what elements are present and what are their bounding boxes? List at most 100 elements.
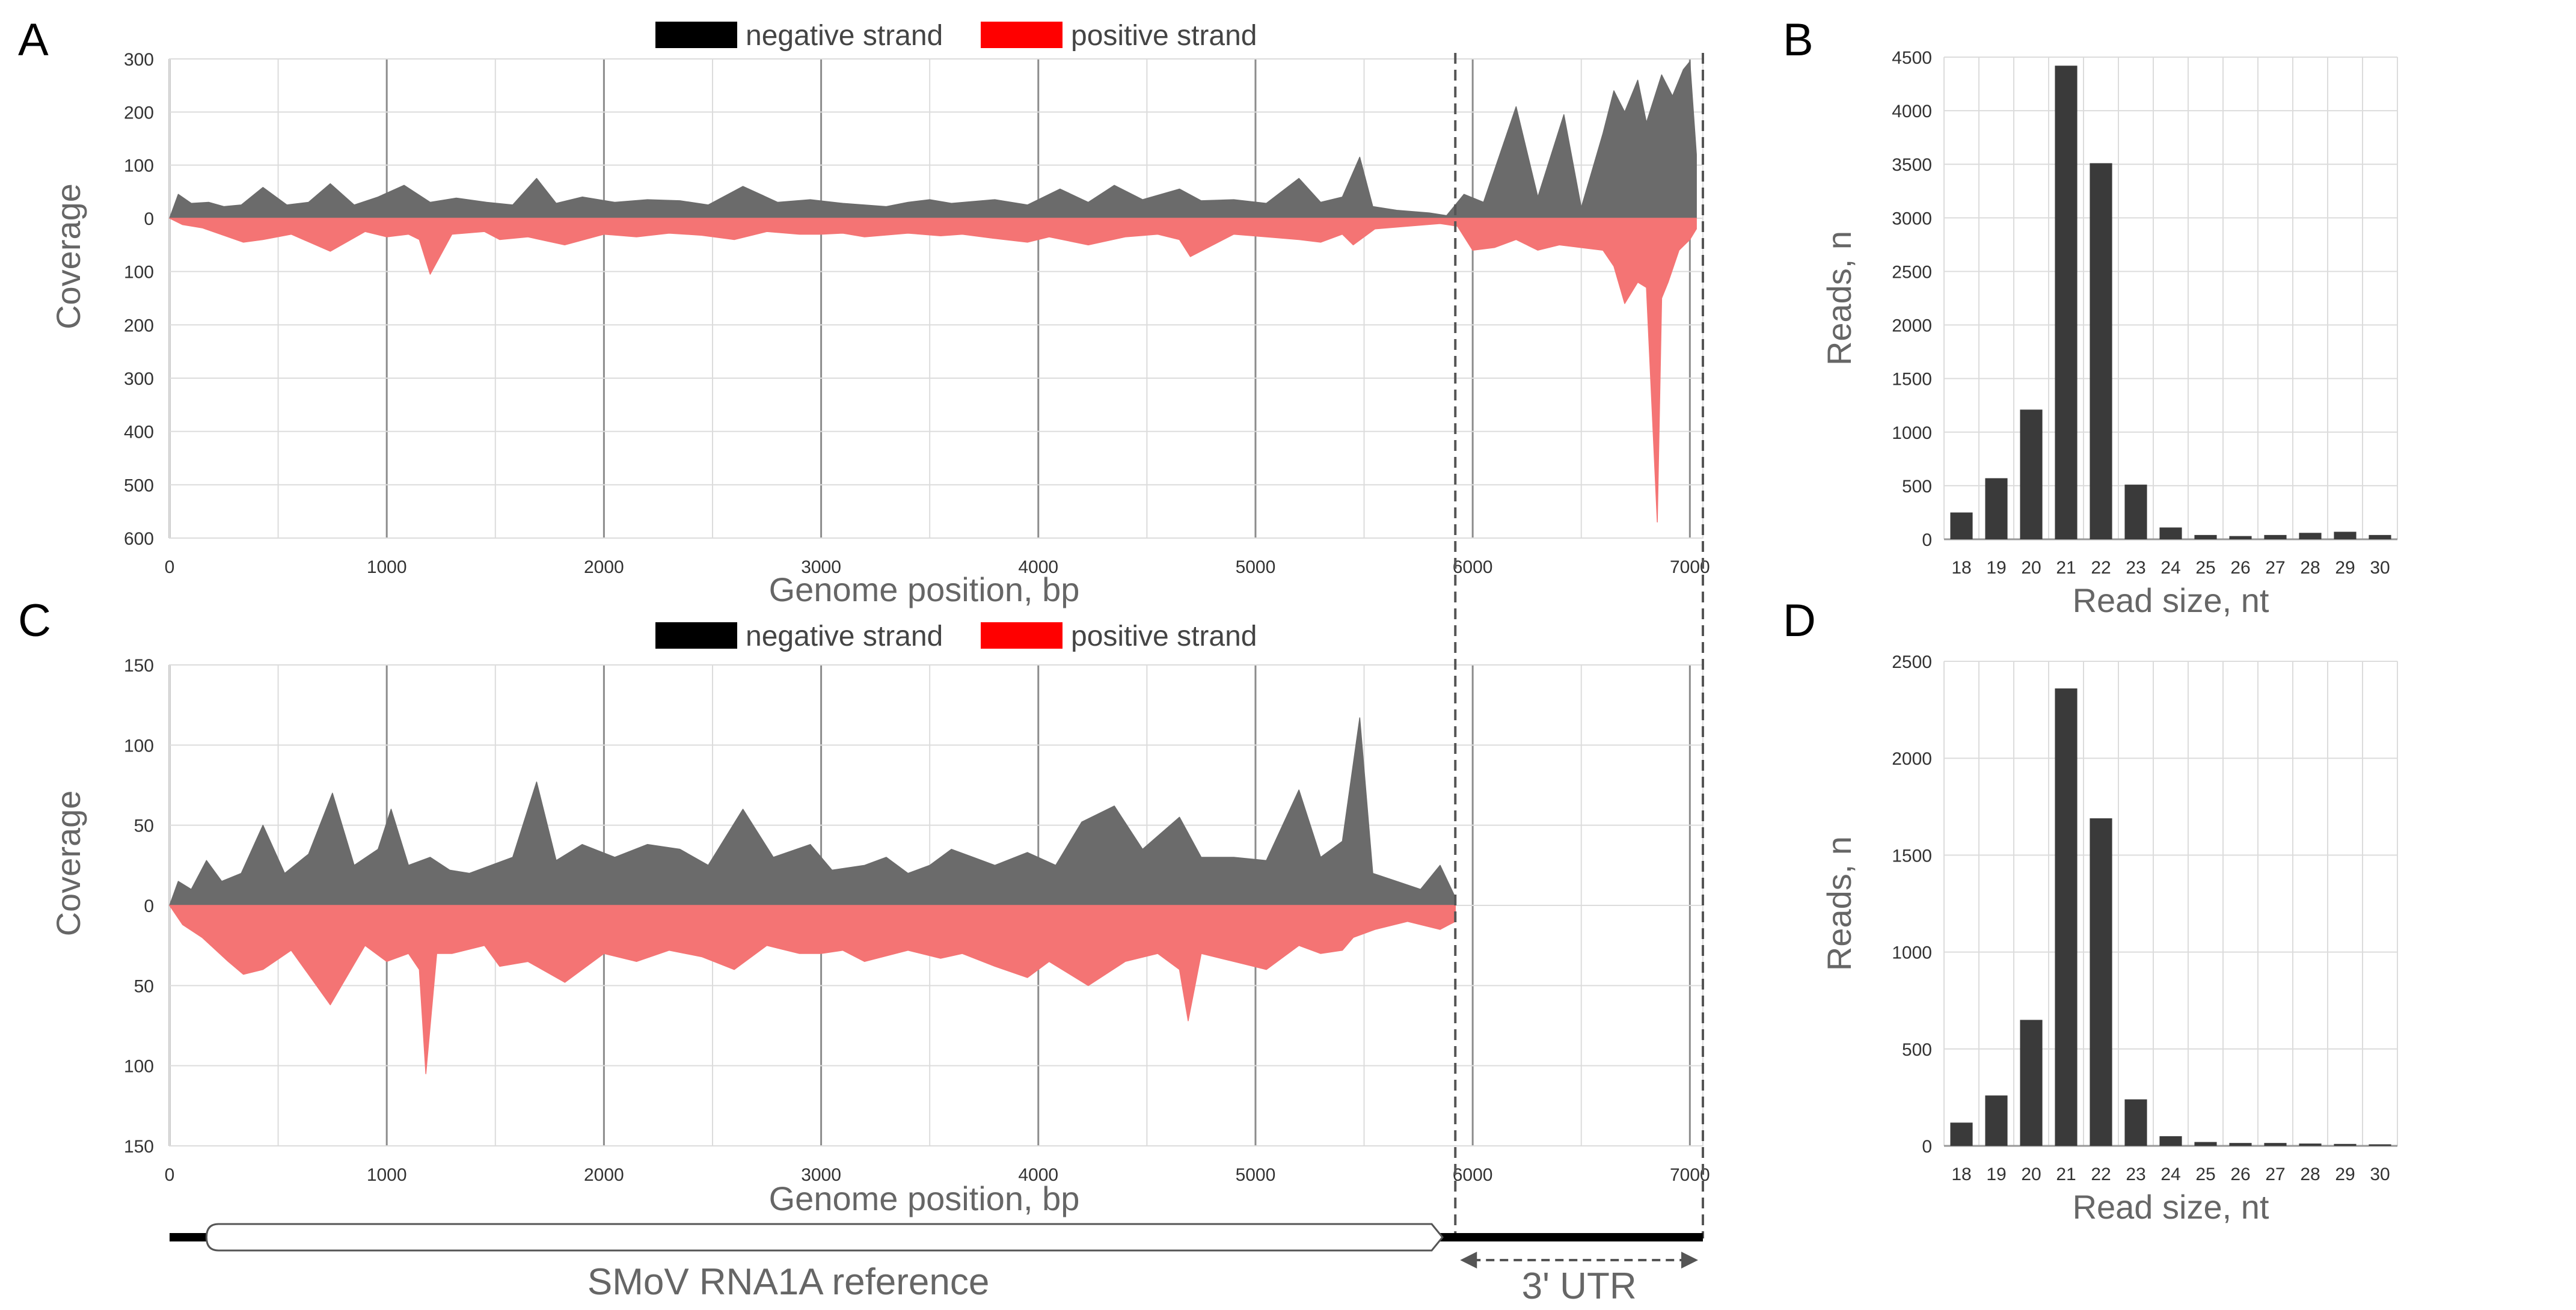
x-tick-label: 29	[2335, 1165, 2355, 1184]
y-tick-label: 3500	[1892, 155, 1932, 175]
x-tick-label: 26	[2230, 1165, 2250, 1184]
y-tick-label: 100	[124, 736, 154, 756]
x-tick-label: 30	[2370, 558, 2390, 578]
y-tick-label: 200	[124, 316, 154, 335]
y-tick-label: 600	[124, 529, 154, 549]
y-tick-label: 4000	[1892, 102, 1932, 121]
y-tick-label: 0	[144, 209, 154, 229]
x-axis-title: Read size, nt	[2073, 581, 2269, 619]
x-tick-label: 6000	[1453, 557, 1493, 577]
x-tick-label: 1000	[367, 1165, 407, 1185]
x-tick-label: 5000	[1236, 557, 1276, 577]
y-tick-label: 4500	[1892, 48, 1932, 68]
x-tick-label: 23	[2126, 1165, 2145, 1184]
x-tick-label: 20	[2021, 1165, 2041, 1184]
y-tick-label: 2500	[1892, 652, 1932, 672]
negative-strand-area	[169, 717, 1456, 906]
bar	[2159, 1136, 2182, 1146]
y-tick-label: 100	[124, 1057, 154, 1077]
y-tick-label: 0	[1922, 1137, 1932, 1157]
y-tick-label: 300	[124, 369, 154, 389]
x-tick-label: 25	[2195, 558, 2215, 578]
legend-swatch-positive	[981, 22, 1063, 48]
bar	[2194, 1142, 2217, 1146]
bar	[2369, 534, 2391, 539]
legend-swatch-negative	[655, 622, 737, 649]
x-tick-label: 5000	[1236, 1165, 1276, 1185]
x-tick-label: 24	[2160, 558, 2180, 578]
panel-letter: D	[1783, 595, 1816, 646]
y-tick-label: 1000	[1892, 423, 1932, 443]
x-tick-label: 19	[1986, 558, 2006, 578]
x-tick-label: 18	[1951, 1165, 1971, 1184]
utr-arrow-left-head	[1460, 1252, 1477, 1269]
x-tick-label: 2000	[584, 557, 624, 577]
x-tick-label: 28	[2300, 1165, 2320, 1184]
bar	[1950, 1122, 1973, 1146]
orf-box	[205, 1223, 1444, 1252]
x-tick-label: 18	[1951, 558, 1971, 578]
x-tick-label: 22	[2091, 558, 2111, 578]
y-axis-title: Coverage	[49, 183, 87, 329]
x-tick-label: 2000	[584, 1165, 624, 1185]
bar	[2124, 1099, 2147, 1146]
bar	[2299, 1143, 2322, 1146]
y-tick-label: 150	[124, 1137, 154, 1157]
legend-label-positive: positive strand	[1071, 20, 1257, 52]
bar	[2055, 66, 2078, 540]
y-tick-label: 3000	[1892, 209, 1932, 228]
x-tick-label: 3000	[801, 557, 841, 577]
y-axis-title: Reads, n	[1820, 231, 1858, 366]
y-tick-label: 500	[124, 476, 154, 495]
legend-label-negative: negative strand	[746, 620, 943, 652]
panel-letter: A	[18, 14, 49, 66]
bar	[1985, 1095, 2008, 1146]
x-tick-label: 27	[2265, 1165, 2285, 1184]
x-tick-label: 4000	[1018, 557, 1058, 577]
y-tick-label: 500	[1902, 1040, 1932, 1060]
x-tick-label: 27	[2265, 558, 2285, 578]
bar	[2124, 485, 2147, 539]
y-tick-label: 50	[134, 976, 154, 996]
legend-label-positive: positive strand	[1071, 620, 1257, 652]
bar	[2194, 534, 2217, 539]
y-tick-label: 400	[124, 423, 154, 442]
y-tick-label: 100	[124, 263, 154, 283]
x-tick-label: 22	[2091, 1165, 2111, 1184]
x-axis-title: Genome position, bp	[769, 571, 1080, 608]
y-tick-label: 150	[124, 656, 154, 676]
legend: negative strand positive strand	[655, 20, 1257, 52]
legend: negative strand positive strand	[655, 620, 1257, 652]
y-tick-label: 0	[1922, 530, 1932, 550]
bar	[2055, 688, 2078, 1146]
x-tick-label: 19	[1986, 1165, 2006, 1184]
x-tick-label: 20	[2021, 558, 2041, 578]
y-tick-label: 100	[124, 156, 154, 176]
bar	[2299, 533, 2322, 539]
reference-gene-map: SMoV RNA1A reference 3' UTR	[170, 1223, 1703, 1307]
panel-letter: B	[1783, 14, 1814, 66]
y-tick-label: 1000	[1892, 943, 1932, 963]
y-tick-label: 300	[124, 50, 154, 70]
bar	[2334, 1143, 2357, 1146]
bar	[2020, 409, 2043, 539]
bar	[2090, 163, 2112, 539]
y-axis-title: Reads, n	[1820, 836, 1858, 971]
y-tick-label: 2500	[1892, 262, 1932, 282]
bar	[2090, 818, 2112, 1146]
x-tick-label: 0	[165, 1165, 175, 1185]
y-tick-label: 1500	[1892, 370, 1932, 390]
bar	[2229, 1143, 2252, 1146]
x-tick-label: 25	[2195, 1165, 2215, 1184]
x-tick-label: 24	[2160, 1165, 2180, 1184]
panel-letter: C	[18, 595, 51, 646]
panel-b-read-size-chart: B 0 500 1000 1500 2000 2500 3000 3500 4000 4500 18 1…	[1783, 14, 2398, 619]
bar	[2264, 1143, 2287, 1146]
y-tick-label: 500	[1902, 477, 1932, 497]
y-tick-label: 1500	[1892, 846, 1932, 866]
x-axis-title: Genome position, bp	[769, 1180, 1080, 1217]
bar	[2229, 536, 2252, 539]
y-tick-label: 200	[124, 103, 154, 123]
negative-strand-area	[169, 61, 1697, 219]
